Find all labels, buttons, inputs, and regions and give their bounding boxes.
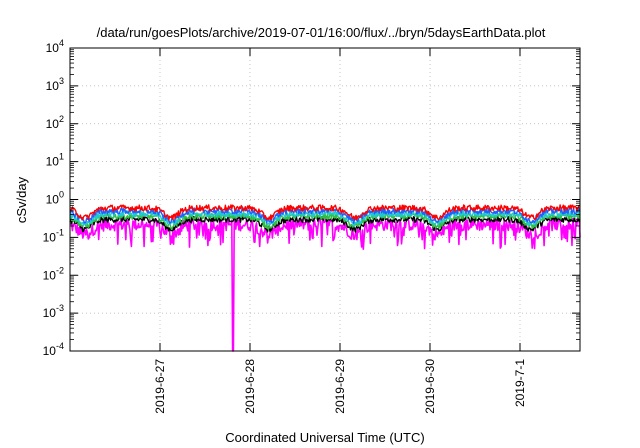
x-axis-label: Coordinated Universal Time (UTC) xyxy=(225,430,424,445)
y-axis-label: cSv/day xyxy=(14,176,29,223)
x-tick-labels: 2019-6-27 2019-6-28 2019-6-29 2019-6-30 2019… xyxy=(153,359,527,414)
y-tick-label: 101 xyxy=(46,152,64,169)
series-line xyxy=(69,207,581,224)
series-line xyxy=(69,217,581,352)
ticks xyxy=(70,47,580,352)
y-tick-label: 103 xyxy=(46,76,64,93)
series-line xyxy=(69,204,581,221)
y-tick-label: 10-2 xyxy=(43,265,64,282)
y-tick-label: 104 xyxy=(46,38,64,55)
x-tick-label: 2019-7-1 xyxy=(513,359,527,407)
grid xyxy=(70,48,580,351)
y-tick-label: 10-4 xyxy=(43,341,64,358)
series-layer xyxy=(69,204,581,352)
y-tick-label: 100 xyxy=(46,190,64,207)
y-tick-labels: 10-4 10-3 10-2 10-1 100 101 102 103 104 xyxy=(43,38,64,358)
series-line xyxy=(69,210,581,227)
x-tick-label: 2019-6-28 xyxy=(243,359,257,414)
y-tick-label: 102 xyxy=(46,114,64,131)
x-tick-label: 2019-6-29 xyxy=(333,359,347,414)
y-tick-label: 10-1 xyxy=(43,227,64,244)
x-tick-label: 2019-6-27 xyxy=(153,359,167,414)
x-tick-label: 2019-6-30 xyxy=(423,359,437,414)
chart-title: /data/run/goesPlots/archive/2019-07-01/1… xyxy=(97,25,546,40)
y-tick-label: 10-3 xyxy=(43,303,64,320)
